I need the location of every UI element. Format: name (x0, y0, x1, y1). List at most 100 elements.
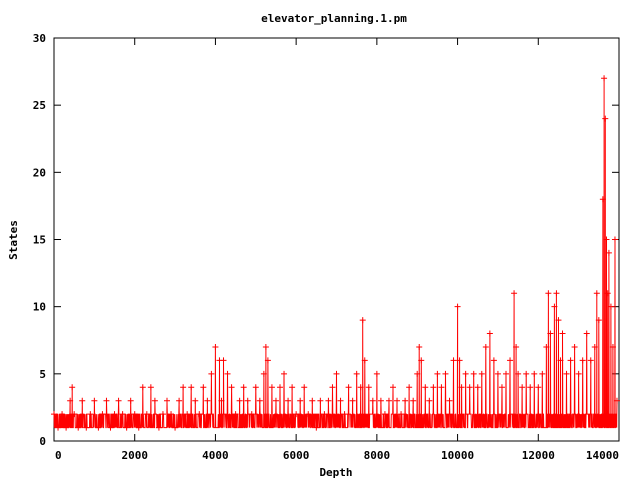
chart-title: elevator_planning.1.pm (261, 12, 407, 25)
data-point-marker (281, 370, 288, 377)
data-point-marker (398, 411, 405, 418)
data-point-marker (313, 424, 320, 431)
data-point-marker (519, 384, 526, 391)
data-point-marker (607, 303, 614, 310)
data-point-marker (139, 384, 146, 391)
data-point-marker (458, 384, 465, 391)
data-point-marker (69, 384, 76, 391)
x-tick-label: 14000 (586, 449, 619, 462)
data-point-marker (414, 370, 421, 377)
data-point-marker (111, 411, 118, 418)
data-point-marker (359, 317, 366, 324)
data-point-marker (599, 196, 606, 203)
data-point-marker (289, 384, 296, 391)
data-point-marker (466, 384, 473, 391)
data-point-marker (575, 370, 582, 377)
data-point-marker (539, 370, 546, 377)
data-point-marker (547, 330, 554, 337)
data-point-marker (83, 424, 90, 431)
data-point-marker (212, 343, 219, 350)
data-point-marker (416, 343, 423, 350)
data-point-marker (470, 370, 477, 377)
data-point-marker (208, 370, 215, 377)
data-point-marker (91, 397, 98, 404)
data-point-marker (309, 397, 316, 404)
data-point-marker (559, 330, 566, 337)
data-point-marker (180, 384, 187, 391)
data-point-marker (115, 397, 122, 404)
data-point-marker (494, 370, 501, 377)
x-axis: 0 2000 4000 6000 8000 10000 12000 14000 (53, 38, 620, 462)
data-point-marker (511, 290, 518, 297)
data-point-marker (176, 397, 183, 404)
data-point-marker (450, 357, 457, 364)
data-point-marker (545, 290, 552, 297)
data-point-marker (168, 411, 175, 418)
data-point-marker (188, 384, 195, 391)
data-point-marker (172, 424, 179, 431)
data-point-marker (604, 290, 611, 297)
data-point-marker (571, 343, 578, 350)
data-point-marker (220, 357, 227, 364)
data-point-marker (99, 411, 106, 418)
data-point-marker (305, 411, 312, 418)
data-point-marker (377, 397, 384, 404)
data-point-marker (262, 343, 269, 350)
data-point-marker (155, 424, 162, 431)
data-point-marker (232, 411, 239, 418)
data-point-marker (609, 343, 616, 350)
data-point-marker (555, 317, 562, 324)
x-tick-label: 6000 (283, 449, 310, 462)
y-tick-label: 5 (39, 368, 46, 381)
data-point-marker (602, 115, 609, 122)
data-point-marker (293, 411, 300, 418)
data-point-marker (490, 357, 497, 364)
data-point-marker (159, 411, 166, 418)
data-point-marker (593, 290, 600, 297)
data-point-marker (426, 397, 433, 404)
data-point-marker (438, 384, 445, 391)
data-point-marker (337, 397, 344, 404)
data-point-marker (264, 357, 271, 364)
data-point-marker (361, 357, 368, 364)
y-axis-label: States (7, 220, 20, 260)
y-tick-label: 15 (33, 234, 46, 247)
data-point-marker (127, 397, 134, 404)
data-point-marker (184, 411, 191, 418)
data-point-marker (527, 384, 534, 391)
y-tick-label: 30 (33, 32, 46, 45)
data-point-marker (147, 384, 154, 391)
data-point-marker (353, 370, 360, 377)
data-point-marker (595, 317, 602, 324)
data-point-marker (579, 357, 586, 364)
data-point-marker (365, 384, 372, 391)
data-point-marker (486, 330, 493, 337)
data-point-marker (317, 397, 324, 404)
data-point-marker (563, 370, 570, 377)
data-point-marker (349, 397, 356, 404)
data-point-marker (297, 397, 304, 404)
data-point-marker (478, 370, 485, 377)
data-point-marker (285, 397, 292, 404)
data-point-marker (551, 303, 558, 310)
data-point-marker (151, 397, 158, 404)
data-point-marker (228, 384, 235, 391)
data-point-marker (611, 236, 618, 243)
data-point-marker (373, 370, 380, 377)
data-point-marker (601, 75, 608, 82)
data-point-marker (107, 424, 114, 431)
data-point-marker (143, 411, 150, 418)
y-tick-label: 0 (39, 435, 46, 448)
data-point-marker (474, 384, 481, 391)
data-point-marker (341, 411, 348, 418)
data-point-marker (59, 411, 66, 418)
data-point-marker (406, 384, 413, 391)
data-point-marker (321, 411, 328, 418)
data-point-marker (277, 384, 283, 391)
series-states (51, 75, 620, 431)
x-tick-label: 10000 (441, 449, 474, 462)
data-point-marker (553, 290, 560, 297)
data-point-marker (51, 411, 57, 418)
data-point-marker (301, 384, 308, 391)
data-point-marker (434, 370, 441, 377)
